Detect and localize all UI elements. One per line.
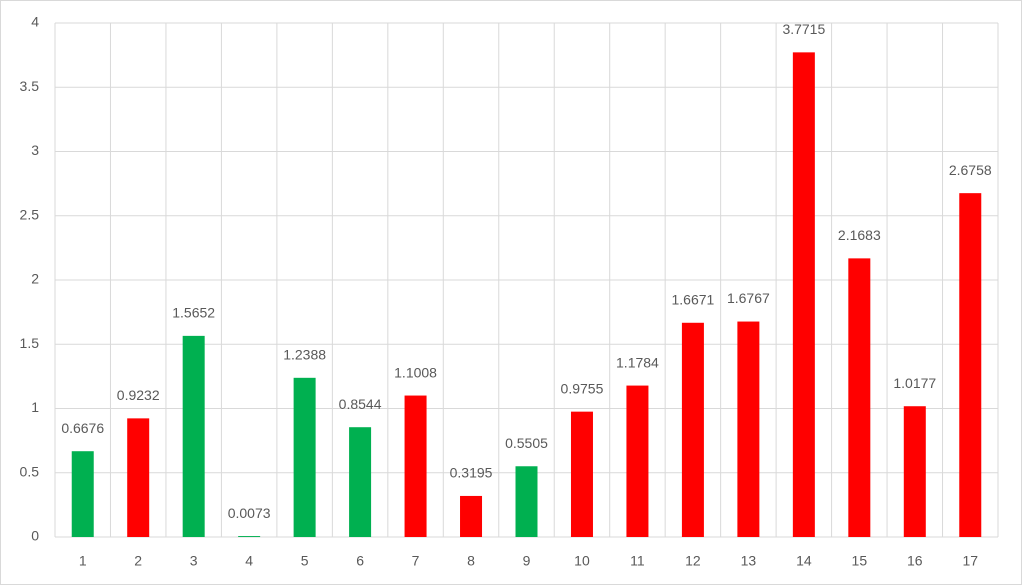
- x-tick-label: 11: [630, 553, 645, 569]
- bar: [903, 406, 926, 537]
- x-tick-label: 13: [741, 553, 757, 569]
- x-tick-label: 14: [796, 553, 812, 569]
- x-tick-label: 4: [245, 553, 253, 569]
- x-tick-label: 2: [134, 553, 142, 569]
- x-tick-label: 17: [962, 553, 978, 569]
- data-label: 1.6767: [727, 290, 770, 306]
- y-tick-label: 3: [31, 142, 39, 158]
- data-label: 0.3195: [450, 465, 493, 481]
- y-tick-label: 0.5: [20, 463, 40, 479]
- bar: [848, 258, 871, 537]
- x-tick-label: 16: [907, 553, 923, 569]
- data-label: 1.1784: [616, 354, 659, 370]
- data-label: 1.6671: [671, 291, 714, 307]
- bar: [737, 321, 760, 537]
- x-tick-label: 8: [467, 553, 475, 569]
- y-tick-label: 2: [31, 271, 39, 287]
- data-label: 1.1008: [394, 364, 437, 380]
- data-label: 1.2388: [283, 347, 326, 363]
- x-tick-label: 7: [412, 553, 420, 569]
- data-label: 0.6676: [61, 420, 104, 436]
- x-tick-label: 12: [685, 553, 701, 569]
- data-label: 1.5652: [172, 305, 215, 321]
- bar: [792, 52, 815, 538]
- x-tick-label: 3: [190, 553, 198, 569]
- bar: [238, 536, 261, 537]
- bar: [460, 495, 483, 537]
- bar: [515, 466, 538, 537]
- y-tick-label: 1.5: [20, 335, 40, 351]
- bar: [681, 322, 704, 537]
- x-tick-label: 5: [301, 553, 309, 569]
- bar: [570, 411, 593, 537]
- bar: [349, 427, 372, 537]
- data-label: 0.8544: [339, 396, 382, 412]
- y-tick-label: 2.5: [20, 206, 40, 222]
- bar: [959, 193, 982, 537]
- x-tick-label: 10: [574, 553, 590, 569]
- data-label: 0.5505: [505, 435, 548, 451]
- data-label: 2.1683: [838, 227, 881, 243]
- x-tick-label: 9: [523, 553, 531, 569]
- y-tick-label: 4: [31, 14, 39, 30]
- y-tick-label: 1: [31, 399, 39, 415]
- bar: [626, 385, 649, 537]
- data-label: 0.9232: [117, 387, 160, 403]
- bar: [182, 335, 205, 537]
- x-tick-label: 6: [356, 553, 364, 569]
- data-label: 3.7715: [782, 21, 825, 37]
- bar: [127, 418, 150, 537]
- x-tick-label: 15: [852, 553, 868, 569]
- data-label: 1.0177: [893, 375, 936, 391]
- data-label: 2.6758: [949, 162, 992, 178]
- bar: [293, 377, 316, 537]
- data-label: 0.9755: [561, 380, 604, 396]
- bar: [404, 395, 427, 537]
- bar: [71, 451, 94, 537]
- y-tick-label: 3.5: [20, 78, 40, 94]
- data-label: 0.0073: [228, 505, 271, 521]
- y-tick-label: 0: [31, 528, 39, 544]
- x-tick-label: 1: [79, 553, 87, 569]
